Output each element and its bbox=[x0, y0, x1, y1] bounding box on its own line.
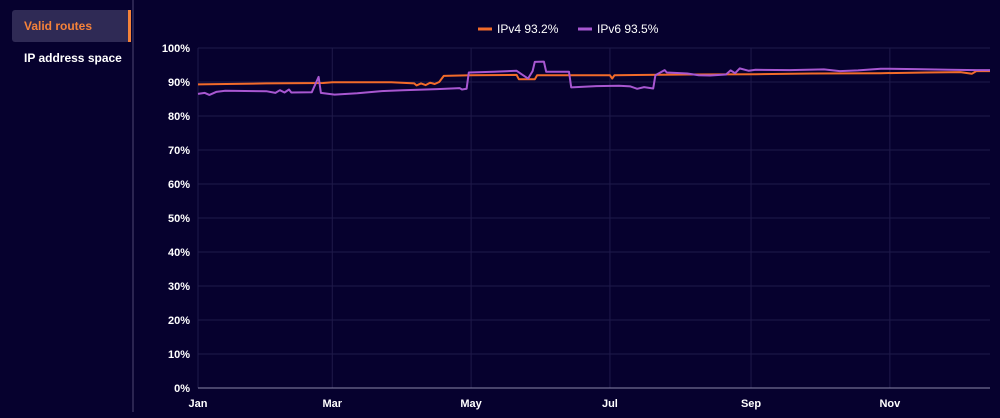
y-tick-label: 50% bbox=[168, 213, 190, 225]
chart-series bbox=[197, 60, 990, 96]
y-tick-label: 70% bbox=[168, 145, 190, 157]
chart-grid bbox=[197, 47, 990, 389]
y-tick-label: 40% bbox=[168, 247, 190, 259]
x-axis: Jan Mar May Jul Sep Nov bbox=[189, 387, 990, 410]
x-tick-label: Jan bbox=[189, 398, 208, 410]
chart-legend[interactable]: IPv4 93.2% IPv6 93.5% bbox=[478, 22, 659, 36]
line-chart: 0% 10% 20% 30% 40% 50% 60% 70% 80% 90% 100% Jan Mar… bbox=[162, 22, 990, 410]
y-tick-label: 60% bbox=[168, 179, 190, 191]
y-axis: 0% 10% 20% 30% 40% 50% 60% 70% 80% 90% 100% bbox=[162, 43, 190, 395]
y-tick-label: 20% bbox=[168, 315, 190, 327]
x-tick-label: Mar bbox=[322, 398, 342, 410]
y-tick-label: 90% bbox=[168, 77, 190, 89]
sidebar: Valid routes IP address space bbox=[0, 0, 134, 412]
series-line-ipv4 bbox=[197, 70, 990, 87]
y-tick-label: 80% bbox=[168, 111, 190, 123]
x-tick-label: Jul bbox=[602, 398, 618, 410]
sidebar-item-valid-routes[interactable]: Valid routes bbox=[12, 10, 131, 42]
legend-label-ipv6: IPv6 93.5% bbox=[597, 22, 659, 36]
y-tick-label: 0% bbox=[174, 383, 190, 395]
y-tick-label: 30% bbox=[168, 281, 190, 293]
sidebar-item-ip-address-space[interactable]: IP address space bbox=[24, 51, 122, 65]
y-tick-label: 100% bbox=[162, 43, 190, 55]
y-tick-label: 10% bbox=[168, 349, 190, 361]
x-tick-label: Nov bbox=[879, 398, 901, 410]
x-tick-label: May bbox=[460, 398, 482, 410]
legend-label-ipv4: IPv4 93.2% bbox=[497, 22, 559, 36]
x-tick-label: Sep bbox=[741, 398, 761, 410]
series-line-ipv6 bbox=[197, 60, 990, 96]
